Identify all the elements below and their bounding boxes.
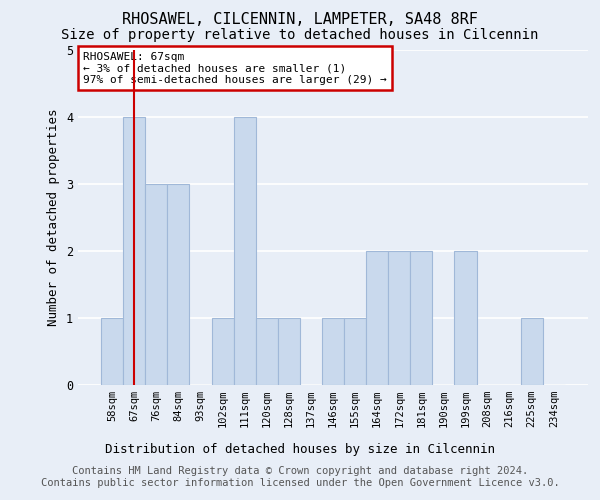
Y-axis label: Number of detached properties: Number of detached properties bbox=[47, 109, 61, 326]
Text: Size of property relative to detached houses in Cilcennin: Size of property relative to detached ho… bbox=[61, 28, 539, 42]
Text: RHOSAWEL: 67sqm
← 3% of detached houses are smaller (1)
97% of semi-detached hou: RHOSAWEL: 67sqm ← 3% of detached houses … bbox=[83, 52, 387, 85]
Bar bbox=[212, 318, 233, 385]
Bar bbox=[322, 318, 344, 385]
Bar bbox=[123, 117, 145, 385]
Bar bbox=[521, 318, 543, 385]
Bar bbox=[410, 251, 433, 385]
Bar bbox=[233, 117, 256, 385]
Text: Contains HM Land Registry data © Crown copyright and database right 2024.
Contai: Contains HM Land Registry data © Crown c… bbox=[41, 466, 559, 487]
Bar bbox=[145, 184, 167, 385]
Bar bbox=[256, 318, 278, 385]
Bar bbox=[101, 318, 123, 385]
Text: RHOSAWEL, CILCENNIN, LAMPETER, SA48 8RF: RHOSAWEL, CILCENNIN, LAMPETER, SA48 8RF bbox=[122, 12, 478, 28]
Bar bbox=[366, 251, 388, 385]
Bar bbox=[388, 251, 410, 385]
Bar bbox=[278, 318, 300, 385]
Bar bbox=[344, 318, 366, 385]
Bar bbox=[454, 251, 476, 385]
Bar bbox=[167, 184, 190, 385]
Text: Distribution of detached houses by size in Cilcennin: Distribution of detached houses by size … bbox=[105, 442, 495, 456]
